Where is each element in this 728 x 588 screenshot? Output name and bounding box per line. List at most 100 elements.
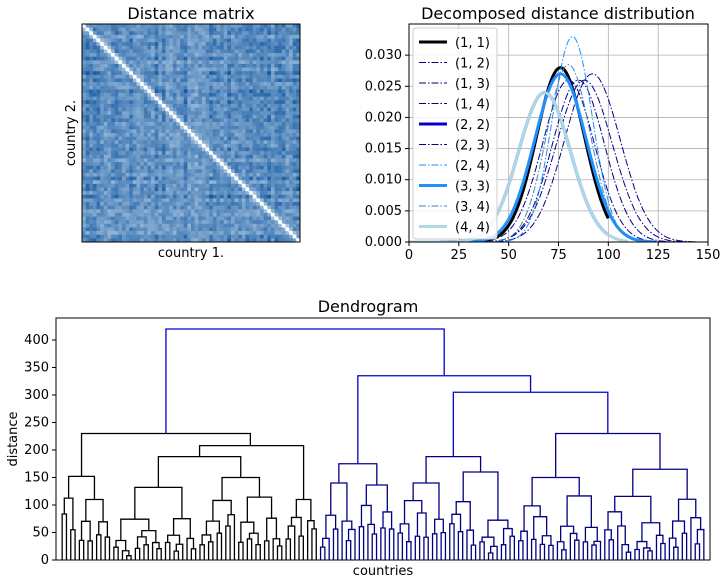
heatmap-cell [216, 38, 221, 43]
heatmap-cell [143, 180, 148, 185]
heatmap-cell [140, 53, 145, 57]
heatmap-cell [191, 169, 195, 174]
heatmap-cell [183, 100, 188, 105]
dendrogram-link [642, 547, 651, 560]
heatmap-cell [198, 71, 203, 76]
heatmap-cell [172, 183, 177, 188]
heatmap-cell [241, 158, 246, 163]
heatmap-cell [249, 74, 254, 79]
heatmap-cell [169, 205, 174, 210]
heatmap-cell [125, 187, 130, 192]
heatmap-cell [212, 231, 217, 236]
heatmap-cell [114, 111, 119, 116]
heatmap-cell [107, 158, 112, 163]
dendrogram-link [201, 534, 212, 545]
heatmap-cell [263, 147, 268, 152]
heatmap-cell [151, 212, 155, 217]
heatmap-cell [227, 45, 232, 50]
dendrogram-link [425, 455, 482, 483]
heatmap-cell [209, 162, 214, 166]
heatmap-cell [274, 103, 279, 108]
heatmap-cell [296, 27, 300, 32]
heatmap-cell [212, 85, 217, 90]
heatmap-cell [89, 24, 94, 28]
heatmap-cell [223, 136, 228, 141]
heatmap-cell [256, 176, 261, 181]
heatmap-cell [154, 118, 159, 123]
heatmap-cell [270, 82, 275, 87]
heatmap-cell [270, 93, 275, 97]
heatmap-cell [183, 220, 188, 225]
heatmap-cell [183, 227, 188, 232]
heatmap-cell [107, 100, 112, 105]
heatmap-cell [198, 231, 203, 236]
heatmap-cell [238, 85, 243, 90]
heatmap-cell [100, 111, 105, 116]
heatmap-cell [201, 231, 206, 236]
heatmap-cell [172, 133, 177, 137]
heatmap-cell [209, 34, 214, 39]
heatmap-cell [230, 89, 235, 94]
heatmap-cell [267, 93, 272, 97]
dendrogram-link [246, 538, 253, 560]
heatmap-cell [147, 176, 152, 181]
heatmap-cell [183, 198, 188, 203]
heatmap-cell [212, 205, 217, 210]
heatmap-cell [132, 96, 137, 101]
heatmap-cell [267, 71, 272, 76]
heatmap-cell [234, 169, 239, 174]
heatmap-cell [180, 107, 185, 112]
heatmap-cell [227, 53, 232, 57]
heatmap-cell [180, 34, 185, 39]
dendrogram-link [625, 551, 632, 560]
heatmap-cell [230, 85, 235, 90]
heatmap-cell [176, 223, 181, 228]
heatmap-cell [234, 85, 239, 90]
heatmap-cell [194, 165, 199, 170]
heatmap-cell [227, 67, 232, 72]
heatmap-cell [165, 212, 170, 217]
heatmap-cell [136, 216, 141, 221]
heatmap-cell [230, 114, 235, 119]
heatmap-cell [274, 71, 279, 76]
heatmap-cell [198, 27, 203, 32]
heatmap-cell [187, 114, 192, 119]
heatmap-cell [205, 42, 210, 47]
heatmap-cell [103, 53, 108, 57]
heatmap-cell [121, 45, 126, 50]
heatmap-cell [180, 56, 185, 61]
heatmap-cell [281, 85, 286, 90]
heatmap-cell [114, 183, 119, 188]
heatmap-cell [187, 176, 192, 181]
heatmap-cell [96, 118, 101, 123]
heatmap-cell [238, 38, 243, 43]
heatmap-cell [143, 96, 148, 101]
dendrogram-link [164, 541, 171, 560]
heatmap-cell [249, 172, 254, 177]
heatmap-cell [92, 96, 97, 101]
heatmap-cell [103, 151, 108, 156]
heatmap-cell [191, 89, 195, 94]
heatmap-cell [238, 231, 243, 236]
heatmap-cell [118, 180, 123, 185]
heatmap-cell [227, 209, 232, 214]
heatmap-cell [270, 143, 275, 148]
heatmap-cell [263, 38, 268, 43]
heatmap-cell [292, 129, 297, 134]
heatmap-cell [107, 34, 112, 39]
heatmap-cell [96, 45, 101, 50]
heatmap-cell [249, 100, 254, 105]
heatmap-cell [191, 38, 195, 43]
heatmap-cell [107, 129, 112, 134]
heatmap-cell [289, 42, 294, 47]
heatmap-cell [238, 49, 243, 54]
heatmap-cell [216, 143, 221, 148]
heatmap-cell [121, 231, 126, 236]
heatmap-cell [154, 27, 159, 32]
heatmap-cell [161, 38, 166, 43]
heatmap-cell [205, 227, 210, 232]
heatmap-cell [96, 114, 101, 119]
heatmap-cell [82, 216, 86, 221]
heatmap-cell [92, 176, 97, 181]
heatmap-cell [289, 34, 294, 39]
